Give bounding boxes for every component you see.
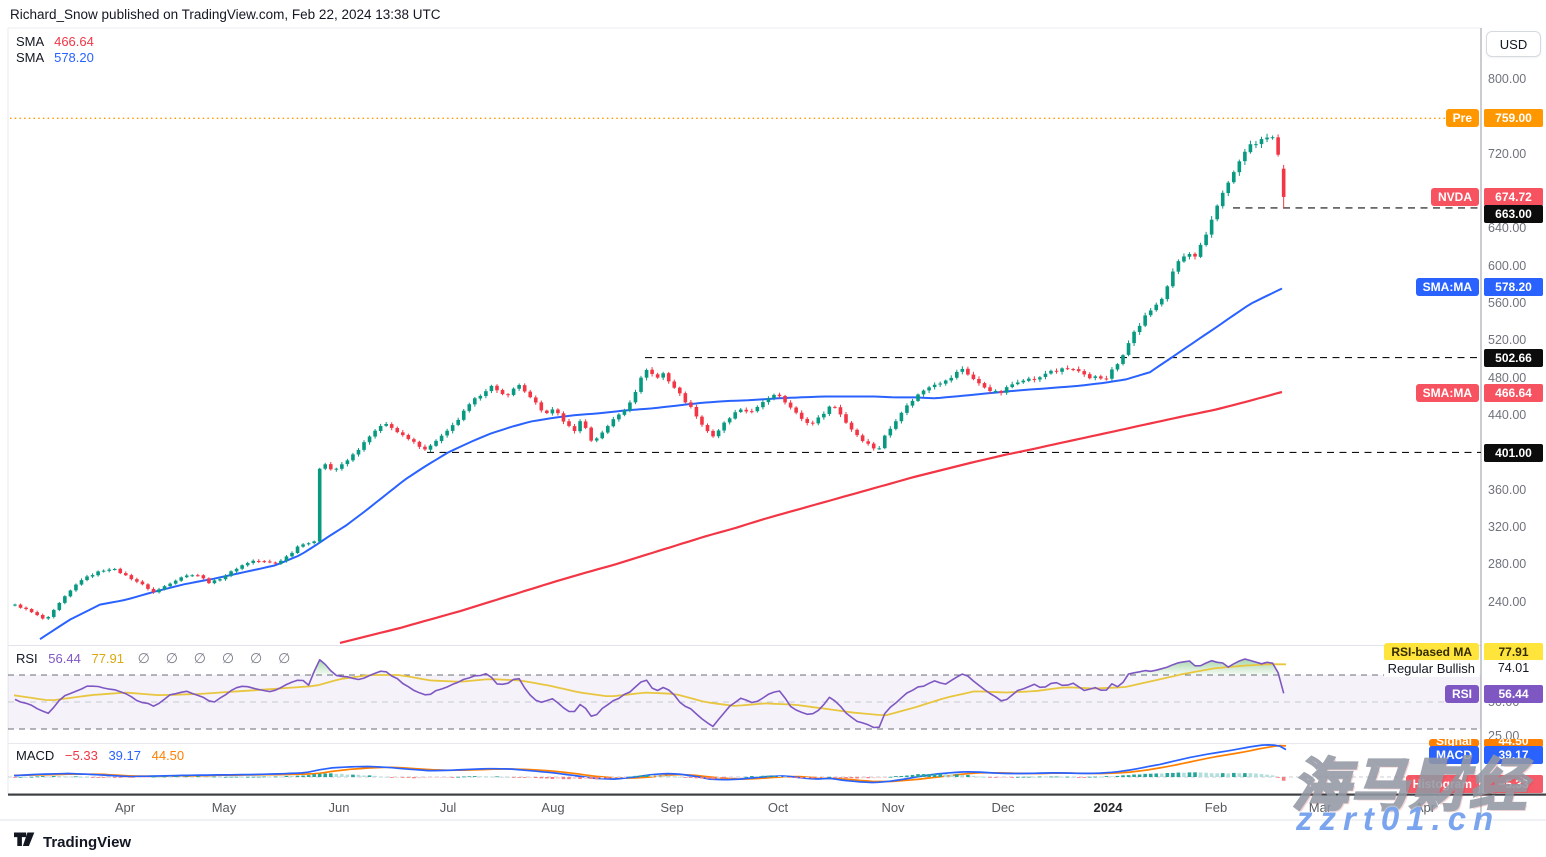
symbol-chip: NVDA [1430,188,1479,206]
price-tick-label: 320.00 [1488,520,1527,535]
sma-fast-value: 578.20 [54,50,94,65]
macd-title: MACD [16,748,55,763]
time-axis-label: Mar [1308,800,1332,815]
sma-200-line [339,390,1283,644]
time-axis-label: May [211,800,237,815]
rsi-pane [8,658,1481,730]
level-502-badge: 502.66 [1484,349,1543,367]
rsi-ma-chip: RSI-based MA [1384,643,1479,661]
macd-chip: MACD [1429,746,1479,764]
sma-slow-value: 466.64 [54,34,94,49]
rsi-overbought-fill [15,659,1284,675]
macd-line [13,744,1287,784]
sma-slow-badge: 466.64 [1484,384,1543,402]
sma-label: SMA [16,50,44,65]
macd-badge: 39.17 [1484,746,1543,764]
rsi-line [14,658,1285,729]
price-tick-label: 520.00 [1488,333,1527,348]
price-pane [10,117,1481,644]
rsi-legend: RSI 56.44 77.91 ∅ ∅ ∅ ∅ ∅ ∅ [16,650,296,667]
publish-info: Richard_Snow published on TradingView.co… [10,7,441,22]
time-axis-label: Dec [991,800,1015,815]
macd-histogram [13,772,1286,781]
premarket-price-badge: 759.00 [1484,109,1543,127]
price-tick-label: 240.00 [1488,594,1527,609]
time-axis-label: Jul [439,800,457,815]
time-axis-label: Feb [1204,800,1228,815]
macd-line-value: 39.17 [108,748,141,763]
sma-slow-chip: SMA:MA [1415,384,1479,402]
rsi-chip: RSI [1444,685,1479,703]
level-663-badge: 663.00 [1484,205,1543,223]
level-401-badge: 401.00 [1484,444,1543,462]
rsi-title: RSI [16,651,38,666]
time-axis-label: Apr [114,800,136,815]
price-tick-label: 720.00 [1488,146,1527,161]
price-tick-label: 800.00 [1488,72,1527,86]
rsi-badge: 56.44 [1484,685,1543,703]
rsi-divergence-empty-slots: ∅ ∅ ∅ ∅ ∅ ∅ [137,650,297,666]
histogram-chip: Histogram [1405,775,1479,793]
time-axis-label: Aug [541,800,565,815]
time-axis-label: Sep [660,800,684,815]
last-price-badge: 674.72 [1484,188,1543,206]
macd-legend: MACD −5.33 39.17 44.50 [16,748,184,763]
sma-slow-legend: SMA 466.64 [16,34,94,49]
histogram-badge: −5.33 [1484,775,1543,793]
signal-badge-clipped: 44.50 [1484,739,1543,747]
candlestick-series [13,133,1286,621]
divergence-label: Regular Bullish [1383,660,1479,677]
sma-label: SMA [16,34,44,49]
price-tick-label: 560.00 [1488,296,1527,311]
tradingview-logo-text: TradingView [43,833,132,851]
chart-frame [0,27,1546,821]
time-axis-label: Jun [328,800,350,815]
price-tick-label: 600.00 [1488,258,1527,273]
rsi-ma-line [13,663,1286,717]
price-tick-label: 280.00 [1488,557,1527,572]
price-tick-label: 440.00 [1488,408,1527,423]
sma-fast-legend: SMA 578.20 [16,50,94,65]
tradingview-logo-link[interactable]: TradingView [13,830,131,854]
time-axis-label: Apr [1414,800,1436,815]
price-tick-label: 480.00 [1488,370,1527,385]
price-tick-label: 360.00 [1488,482,1527,497]
time-axis-label: Oct [767,800,789,815]
sma-50-line [39,287,1283,641]
time-axis-label: 2024 [1093,800,1123,815]
premarket-chip: Pre [1445,109,1479,127]
signal-chip-clipped: Signal [1428,739,1479,747]
macd-signal-line [13,744,1287,783]
rsi-ma-badge: 77.91 [1484,643,1543,661]
rsi-ma-value: 77.91 [91,651,125,666]
macd-hist-value: −5.33 [64,748,98,763]
sma-fast-chip: SMA:MA [1415,278,1479,296]
price-tick-label: 640.00 [1488,221,1527,236]
macd-signal-value: 44.50 [151,748,185,763]
sma-fast-badge: 578.20 [1484,278,1543,296]
time-axis-label: Nov [881,800,905,815]
rsi-value: 56.44 [48,651,81,666]
tradingview-logo-icon [13,830,36,854]
currency-axis-button[interactable]: USD [1486,31,1541,57]
divergence-value: 74.01 [1484,660,1543,677]
